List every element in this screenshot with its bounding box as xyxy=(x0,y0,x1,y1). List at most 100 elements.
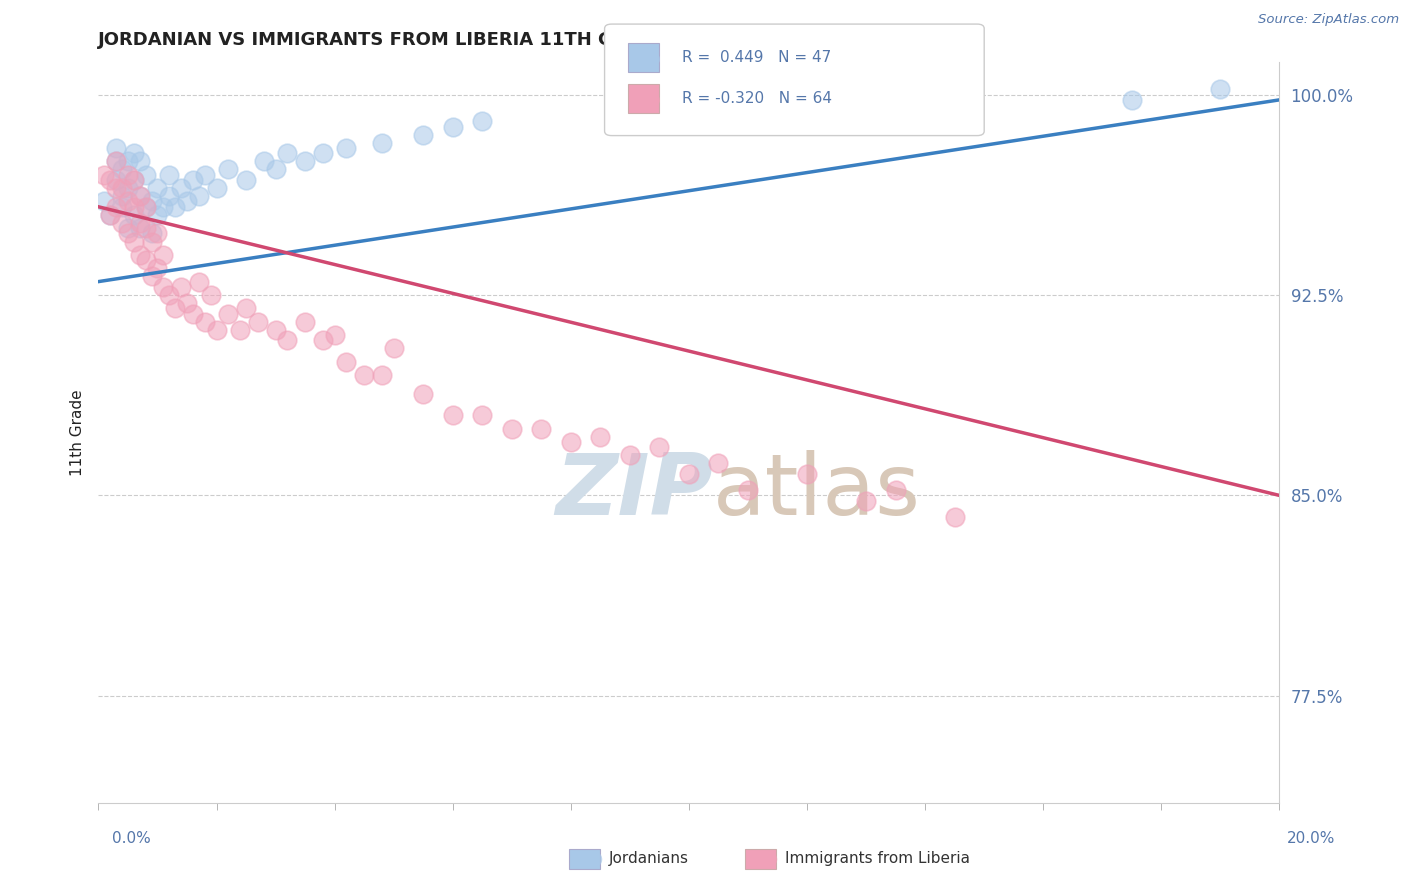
Point xyxy=(737,483,759,497)
Point xyxy=(111,189,134,203)
Point xyxy=(648,440,671,454)
Point xyxy=(264,162,287,177)
Point xyxy=(176,296,198,310)
Point xyxy=(884,483,907,497)
Y-axis label: 11th Grade: 11th Grade xyxy=(69,389,84,476)
Point xyxy=(146,181,169,195)
Point xyxy=(141,235,163,249)
Point xyxy=(117,154,139,169)
Point xyxy=(312,334,335,348)
Point xyxy=(141,269,163,284)
Point xyxy=(135,200,157,214)
Point xyxy=(128,221,150,235)
Text: ZIP: ZIP xyxy=(555,450,713,533)
Text: atlas: atlas xyxy=(713,450,921,533)
Point xyxy=(117,181,139,195)
Point xyxy=(117,194,139,209)
Point xyxy=(122,208,145,222)
Point xyxy=(246,315,269,329)
Point xyxy=(157,189,180,203)
Point xyxy=(382,342,405,356)
Point xyxy=(181,173,204,187)
Point xyxy=(122,173,145,187)
Point xyxy=(253,154,276,169)
Text: ●: ● xyxy=(644,48,661,67)
Point xyxy=(98,208,121,222)
Point xyxy=(371,368,394,383)
Point xyxy=(152,200,174,214)
Point xyxy=(619,448,641,462)
Point xyxy=(105,181,128,195)
Text: ●: ● xyxy=(759,848,779,868)
Text: Source: ZipAtlas.com: Source: ZipAtlas.com xyxy=(1258,13,1399,27)
Point xyxy=(200,288,222,302)
Point xyxy=(128,216,150,230)
Point xyxy=(235,301,257,316)
Point xyxy=(146,227,169,241)
Point xyxy=(530,422,553,436)
Text: R =  0.449   N = 47: R = 0.449 N = 47 xyxy=(682,50,831,65)
Point xyxy=(135,200,157,214)
Point xyxy=(678,467,700,481)
Point xyxy=(128,154,150,169)
Point xyxy=(194,315,217,329)
Point xyxy=(471,114,494,128)
Point xyxy=(276,334,298,348)
Point xyxy=(412,128,434,142)
Point xyxy=(117,227,139,241)
Point xyxy=(128,189,150,203)
Point xyxy=(176,194,198,209)
Text: R = -0.320   N = 64: R = -0.320 N = 64 xyxy=(682,91,832,106)
Point xyxy=(181,307,204,321)
Point xyxy=(128,248,150,262)
Point xyxy=(229,323,252,337)
Point xyxy=(441,409,464,423)
Point xyxy=(165,301,187,316)
Point xyxy=(264,323,287,337)
Point xyxy=(98,173,121,187)
Point xyxy=(135,253,157,268)
Point xyxy=(157,168,180,182)
Point xyxy=(117,168,139,182)
Text: 20.0%: 20.0% xyxy=(1288,831,1336,846)
Point xyxy=(105,200,128,214)
Point xyxy=(471,409,494,423)
Text: Jordanians: Jordanians xyxy=(609,851,689,865)
Point xyxy=(796,467,818,481)
Point xyxy=(205,181,228,195)
Point xyxy=(194,168,217,182)
Point xyxy=(122,173,145,187)
Point xyxy=(141,194,163,209)
Point xyxy=(146,208,169,222)
Point xyxy=(217,307,239,321)
Point xyxy=(187,275,209,289)
Point xyxy=(146,261,169,276)
Point xyxy=(589,429,612,443)
Point xyxy=(122,200,145,214)
Point xyxy=(441,120,464,134)
Point xyxy=(560,434,582,449)
Point xyxy=(353,368,375,383)
Point xyxy=(235,173,257,187)
Point xyxy=(122,235,145,249)
Text: JORDANIAN VS IMMIGRANTS FROM LIBERIA 11TH GRADE CORRELATION CHART: JORDANIAN VS IMMIGRANTS FROM LIBERIA 11T… xyxy=(98,31,890,49)
Text: ●: ● xyxy=(583,848,603,868)
Point xyxy=(501,422,523,436)
Point xyxy=(157,288,180,302)
Point xyxy=(105,173,128,187)
Point xyxy=(294,315,316,329)
Point xyxy=(165,200,187,214)
Point xyxy=(943,509,966,524)
Point xyxy=(312,146,335,161)
Point xyxy=(111,200,134,214)
Point xyxy=(152,248,174,262)
Point xyxy=(135,168,157,182)
Point xyxy=(98,208,121,222)
Point xyxy=(141,227,163,241)
Point xyxy=(93,194,115,209)
Point xyxy=(93,168,115,182)
Point xyxy=(105,154,128,169)
Point xyxy=(187,189,209,203)
Point xyxy=(855,493,877,508)
Text: Immigrants from Liberia: Immigrants from Liberia xyxy=(785,851,970,865)
